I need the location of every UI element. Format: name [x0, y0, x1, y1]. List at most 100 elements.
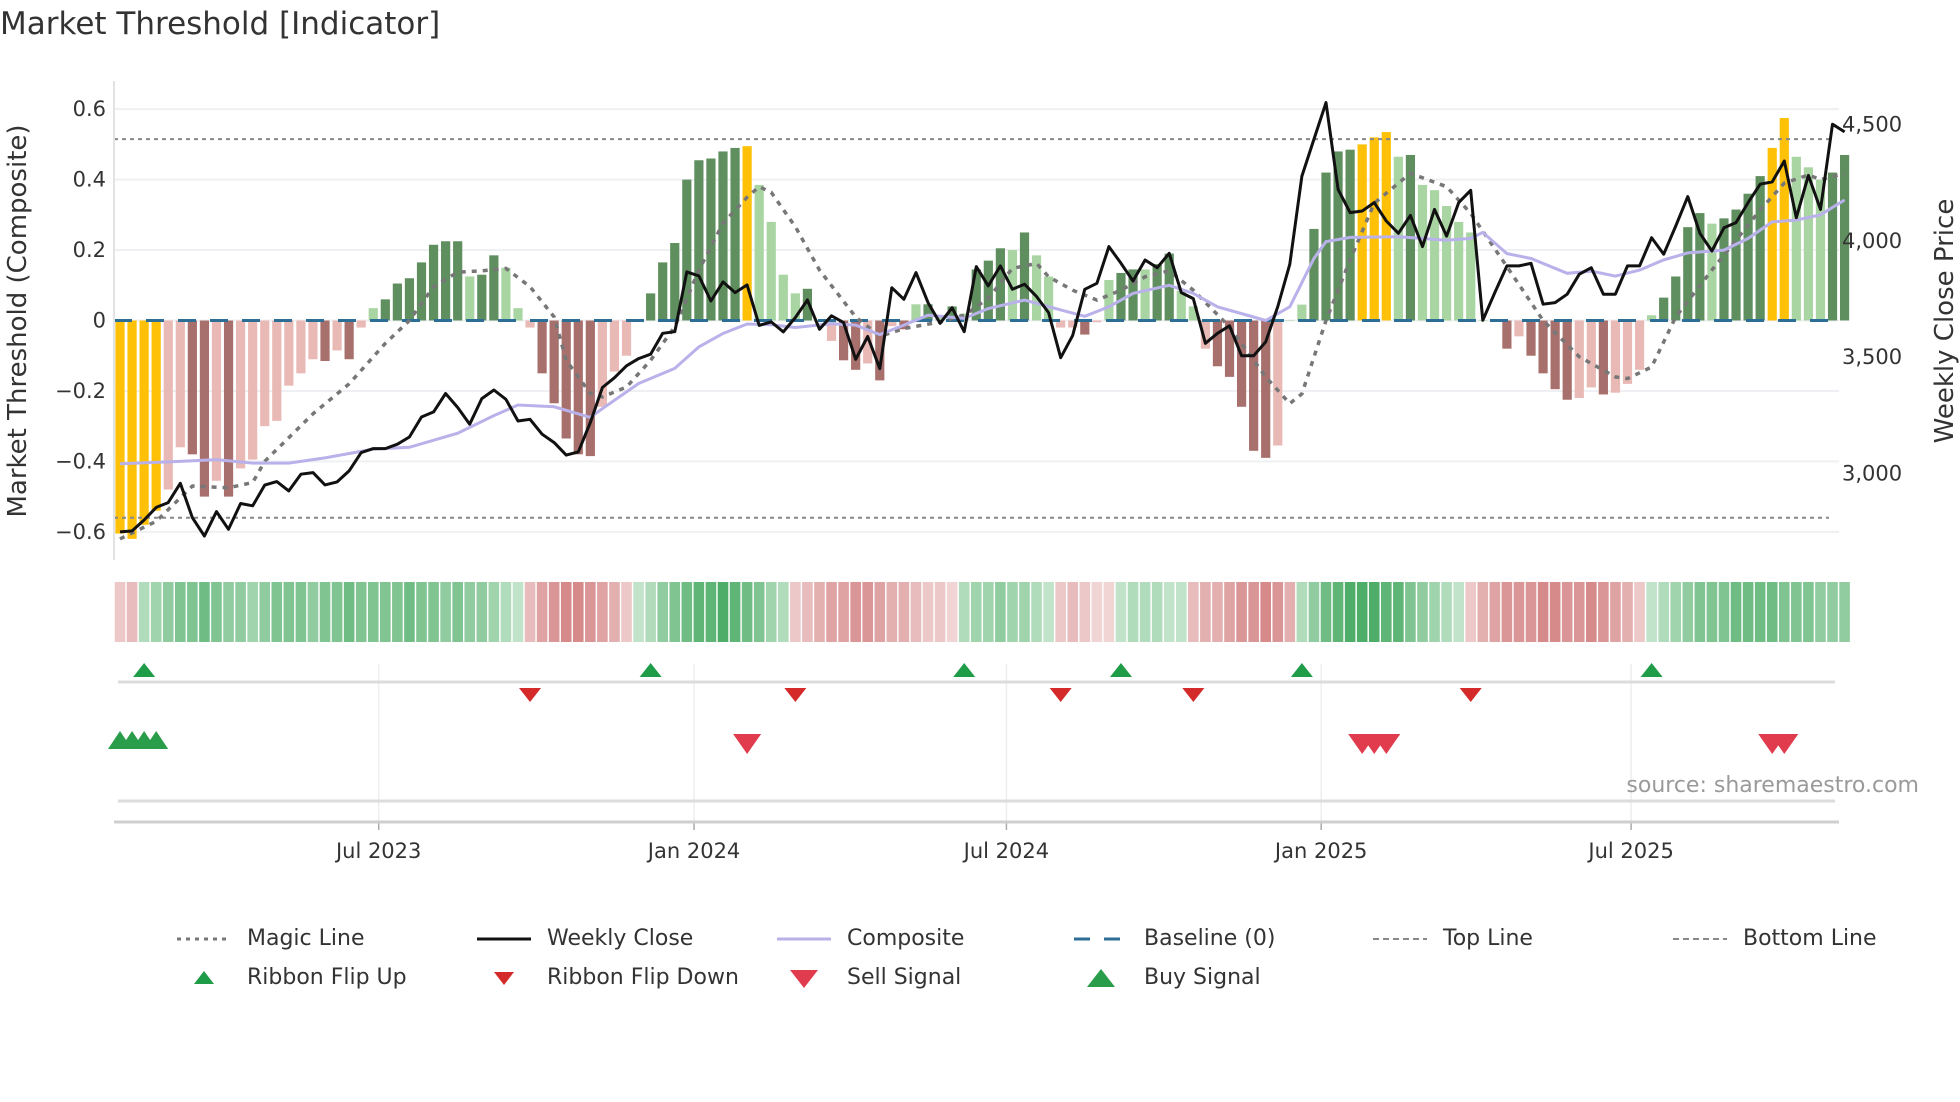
composite-bar: [513, 308, 523, 321]
composite-bar: [826, 320, 837, 341]
x-tick-label: Jul 2023: [334, 839, 421, 863]
ribbon-cell: [1151, 582, 1163, 642]
ribbon-cell: [1778, 582, 1790, 642]
ribbon-cell: [970, 582, 982, 642]
ribbon-cell: [1031, 582, 1042, 642]
ribbon-flip-down-marker: [519, 688, 542, 702]
legend-item-baseline: Baseline (0): [1072, 926, 1275, 951]
ribbon-cell: [1368, 582, 1380, 642]
composite-bar: [1200, 320, 1210, 349]
composite-bar: [356, 320, 366, 328]
y2-tick-label: 4,000: [1842, 229, 1902, 253]
close-legend-icon: [477, 937, 531, 940]
composite-bar: [151, 320, 161, 511]
composite-bar: [416, 262, 427, 321]
legend-label: Composite: [847, 926, 965, 951]
composite-bar: [368, 308, 378, 321]
ribbon-cell: [1549, 582, 1561, 642]
ribbon-cell: [1224, 582, 1235, 642]
composite-bar: [1514, 320, 1524, 337]
legend-label: Buy Signal: [1144, 965, 1261, 990]
composite-bar: [223, 320, 234, 497]
ribbon-cell: [1115, 582, 1127, 642]
composite-bar: [1212, 320, 1223, 367]
ribbon-cell: [319, 582, 331, 642]
composite-bar: [754, 184, 764, 321]
ribbon-cell: [934, 582, 946, 642]
ribbon-cell: [1393, 582, 1404, 642]
ribbon-cell: [1839, 582, 1850, 642]
composite-bar: [211, 320, 222, 481]
ribbon-cell: [452, 582, 463, 642]
ribbon-cell: [126, 582, 138, 642]
composite-bar: [1827, 172, 1838, 321]
legend-label: Weekly Close: [547, 926, 694, 951]
ribbon-flip-up-marker: [639, 663, 662, 677]
y-tick-label: −0.4: [55, 449, 106, 473]
composite-bar: [1176, 290, 1186, 321]
ribbon-cell: [609, 582, 620, 642]
x-tick-label: Jan 2025: [1273, 839, 1368, 863]
y-tick-label: 0.6: [73, 97, 106, 121]
ribbon-cell: [585, 582, 596, 642]
baseline-legend-icon: [1074, 937, 1128, 940]
composite-bar: [1044, 276, 1054, 321]
composite-bar: [465, 276, 475, 321]
ribbon-cell: [1586, 582, 1597, 642]
weekly-close-line: [119, 101, 1846, 538]
ribbon-cell: [681, 582, 693, 642]
composite-bar: [1526, 320, 1536, 356]
ribbon-cell: [1163, 582, 1175, 642]
composite-bar: [1767, 147, 1777, 321]
sell-signal-marker: [1372, 734, 1401, 754]
ribbon-cell: [524, 582, 536, 642]
composite-bar: [1393, 156, 1403, 321]
series-lines: [119, 101, 1846, 541]
composite-bar: [935, 316, 945, 321]
ribbon-cell: [1706, 582, 1718, 642]
ribbon-cell: [416, 582, 427, 642]
composite-bar: [995, 248, 1005, 321]
composite-bar: [742, 146, 752, 321]
composite-bar: [1719, 218, 1729, 321]
ribbon-cell: [1682, 582, 1694, 642]
composite-bar: [428, 244, 439, 321]
ribbon-cell: [1610, 582, 1621, 642]
ribbon-cell: [380, 582, 391, 642]
composite-bar: [730, 147, 740, 321]
composite-bar: [477, 274, 487, 321]
composite-bar: [875, 320, 885, 381]
magic-legend-icon: [177, 937, 231, 940]
ribbon-cell: [572, 582, 584, 642]
composite-bar: [670, 243, 680, 321]
ribbon-cell: [886, 582, 898, 642]
composite-bar: [947, 306, 957, 321]
ribbon-cell: [633, 582, 644, 642]
y2-tick-label: 3,000: [1842, 462, 1902, 486]
composite-bar: [706, 158, 716, 321]
bottom-legend-icon: [1673, 937, 1727, 940]
ribbon-cell: [440, 582, 451, 642]
composite-bar: [573, 320, 583, 455]
ribbon-cell: [428, 582, 439, 642]
ribbon-cell: [1405, 582, 1416, 642]
composite-bar: [1634, 320, 1645, 370]
composite-bar: [1104, 279, 1114, 321]
composite-bar: [778, 274, 788, 321]
composite-bar: [1092, 320, 1102, 323]
ribbon-cell: [536, 582, 548, 642]
ribbon-cell: [1260, 582, 1271, 642]
ribbon-cell: [645, 582, 656, 642]
legend-label: Sell Signal: [847, 965, 962, 990]
composite-bar: [694, 160, 704, 321]
ribbon-cell: [150, 582, 162, 642]
composite-bar: [911, 304, 921, 321]
buy-signal-marker: [144, 731, 169, 749]
y-tick-label: 0.2: [73, 238, 106, 262]
ribbon-cell: [862, 582, 874, 642]
composite-bar: [453, 241, 463, 321]
buy-legend-icon: [1087, 968, 1115, 987]
legend-item-close: Weekly Close: [475, 926, 693, 951]
ribbon-flip-up-marker: [1109, 663, 1132, 677]
